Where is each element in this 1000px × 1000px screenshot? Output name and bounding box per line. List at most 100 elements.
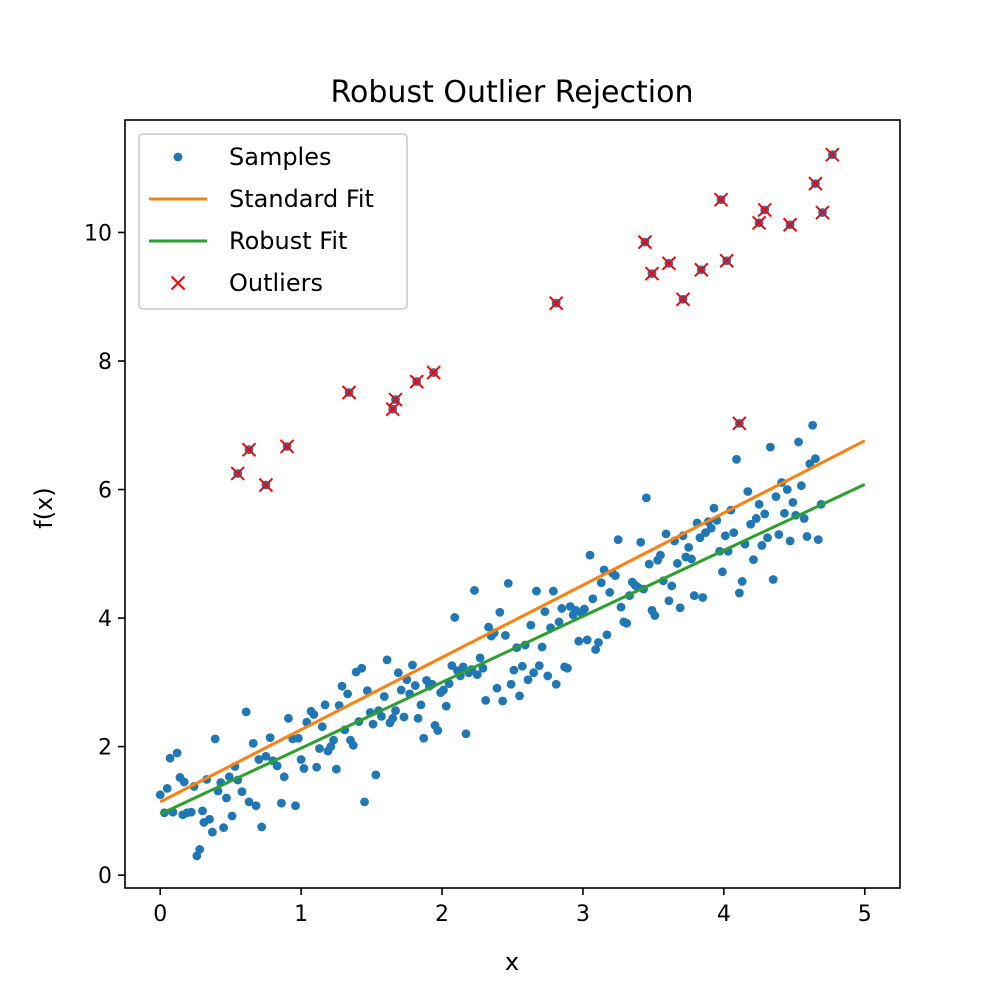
sample-point xyxy=(186,807,196,817)
sample-point xyxy=(588,594,598,604)
sample-point xyxy=(291,801,300,811)
sample-point xyxy=(472,670,482,680)
outlier-marker xyxy=(548,295,564,311)
sample-point xyxy=(195,845,205,854)
x-axis-label: x xyxy=(505,948,519,976)
sample-point xyxy=(695,533,705,543)
outlier-marker xyxy=(661,256,677,271)
outlier-marker xyxy=(426,365,441,380)
outlier-marker xyxy=(341,385,357,400)
sample-point xyxy=(594,638,603,647)
sample-point xyxy=(439,685,448,695)
sample-point xyxy=(379,692,389,701)
sample-point xyxy=(661,529,671,539)
sample-point xyxy=(277,798,286,808)
sample-point xyxy=(309,710,319,719)
sample-point xyxy=(501,631,510,640)
sample-point xyxy=(794,437,803,447)
sample-point xyxy=(357,663,367,673)
sample-point xyxy=(529,668,539,678)
sample-point xyxy=(293,733,303,743)
sample-point xyxy=(416,700,426,710)
sample-point xyxy=(506,679,516,689)
outlier-marker xyxy=(713,192,729,207)
sample-point xyxy=(537,642,547,652)
sample-point xyxy=(805,459,815,469)
sample-point xyxy=(746,519,756,529)
outlier-marker xyxy=(782,217,798,232)
sample-point xyxy=(410,681,420,690)
sample-point xyxy=(718,567,727,577)
sample-point xyxy=(548,586,558,596)
outlier-marker xyxy=(258,477,274,493)
sample-point xyxy=(329,735,338,745)
sample-point xyxy=(509,665,519,675)
sample-point xyxy=(484,622,493,632)
sample-point xyxy=(396,685,406,695)
sample-point xyxy=(636,537,646,547)
sample-point xyxy=(811,454,820,464)
sample-point xyxy=(729,528,739,537)
sample-point xyxy=(644,559,654,569)
sample-point xyxy=(360,797,369,807)
sample-point xyxy=(540,607,550,617)
sample-point xyxy=(207,827,217,837)
sample-point xyxy=(706,523,716,533)
legend-label-standard-fit: Standard Fit xyxy=(229,185,374,213)
sample-point xyxy=(296,755,306,764)
sample-point xyxy=(557,604,567,613)
y-tick-label: 2 xyxy=(98,736,112,761)
sample-point xyxy=(554,617,564,627)
sample-point xyxy=(650,611,660,620)
plot-area xyxy=(155,147,866,861)
sample-point xyxy=(393,668,403,678)
sample-point xyxy=(517,661,527,671)
sample-point xyxy=(622,618,632,628)
sample-point xyxy=(503,578,513,588)
sample-point xyxy=(515,691,524,701)
sample-point xyxy=(602,630,612,640)
sample-point xyxy=(492,683,502,693)
sample-point xyxy=(368,719,378,729)
sample-point xyxy=(155,790,165,800)
sample-point xyxy=(788,497,798,507)
sample-point xyxy=(331,764,341,774)
sample-point xyxy=(495,607,505,617)
x-tick-label: 4 xyxy=(717,902,731,927)
sample-point xyxy=(574,636,584,646)
sample-point xyxy=(551,679,561,689)
sample-point xyxy=(768,575,778,584)
sample-point xyxy=(162,783,172,793)
y-tick-label: 8 xyxy=(98,350,112,375)
legend-marker-samples xyxy=(173,152,183,162)
sample-point xyxy=(802,532,812,541)
x-tick-label: 1 xyxy=(294,902,308,927)
sample-point xyxy=(687,554,696,564)
sample-point xyxy=(284,713,293,723)
y-tick-label: 4 xyxy=(98,607,112,632)
sample-point xyxy=(596,578,606,588)
sample-point xyxy=(582,635,592,645)
sample-point xyxy=(616,602,626,612)
sample-point xyxy=(526,620,536,630)
sample-point xyxy=(481,695,491,705)
sample-point xyxy=(478,663,488,673)
outlier-marker xyxy=(675,292,691,307)
sample-point xyxy=(222,793,231,803)
sample-point xyxy=(254,755,264,764)
sample-point xyxy=(205,814,214,824)
y-tick-label: 10 xyxy=(84,221,112,246)
sample-point xyxy=(224,772,234,782)
legend-label-samples: Samples xyxy=(229,143,332,171)
sample-point xyxy=(371,770,381,780)
sample-point xyxy=(315,744,324,753)
sample-point xyxy=(543,671,553,681)
sample-point xyxy=(475,653,485,663)
outlier-marker xyxy=(815,205,830,220)
sample-point xyxy=(749,555,758,564)
sample-point xyxy=(672,559,682,568)
sample-point xyxy=(613,535,623,545)
outlier-marker xyxy=(241,442,257,457)
sample-point xyxy=(279,772,289,782)
